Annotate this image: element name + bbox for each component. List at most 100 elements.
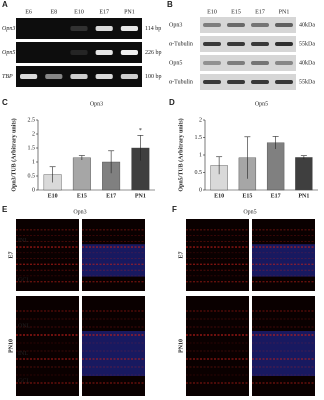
error-bar — [49, 166, 56, 183]
micrograph — [186, 296, 249, 396]
gel-band — [70, 50, 88, 55]
gel-size-label: 100 bp — [145, 74, 162, 80]
x-tick-label: E17 — [106, 193, 116, 199]
panel-letter: D — [169, 98, 175, 107]
row-label: PN10 — [178, 339, 184, 353]
row-label: PN10 — [8, 339, 14, 353]
gel-band — [95, 74, 113, 79]
blot-band — [203, 42, 221, 46]
panel-letter: A — [2, 0, 8, 9]
error-bar — [244, 136, 251, 179]
gel-size-label: 114 bp — [145, 26, 161, 32]
error-bar — [78, 155, 85, 161]
layer-label: ONL — [18, 323, 31, 329]
row-label: E7 — [8, 251, 14, 258]
blot-background — [200, 17, 296, 33]
nuclear-stain — [252, 331, 315, 376]
blot-row-label: α-Tubulin — [169, 41, 193, 47]
y-tick-label: 0 — [32, 187, 35, 193]
lane-label: E17 — [99, 9, 109, 15]
x-tick-label: E15 — [77, 193, 87, 199]
blot-background — [200, 74, 296, 90]
gel-background — [16, 18, 142, 39]
blot-band — [275, 42, 293, 46]
blot-band — [203, 61, 221, 65]
gel-band — [95, 50, 113, 55]
blot-band — [203, 80, 221, 84]
lane-label: PN1 — [124, 9, 135, 15]
significance-mark: * — [139, 128, 142, 134]
panel-letter: C — [2, 98, 8, 107]
blot-band — [251, 42, 269, 46]
lane-label: E10 — [74, 9, 84, 15]
y-tick-label: 2 — [199, 117, 202, 123]
blot-size-label: 55kDa — [299, 41, 315, 47]
error-bar — [216, 156, 223, 175]
gel-row-label: Opn3 — [2, 26, 15, 32]
gel-band — [70, 74, 88, 79]
blot-background — [200, 55, 296, 71]
blot-band — [251, 61, 269, 65]
blot-size-label: 40kDa — [299, 22, 315, 28]
x-tick-label: E10 — [214, 193, 224, 199]
panel-letter: E — [2, 205, 8, 214]
layer-label: INL — [18, 351, 28, 357]
blot-band — [227, 80, 245, 84]
blot-background — [200, 36, 296, 52]
bar — [295, 157, 313, 191]
blot-band — [275, 23, 293, 27]
row-label: E7 — [178, 251, 184, 258]
error-bar — [108, 150, 115, 174]
gel-band — [20, 74, 38, 79]
layer-label: INL — [18, 238, 28, 244]
panel-letter: B — [167, 0, 173, 9]
y-tick-label: 1.5 — [28, 145, 36, 151]
blot-band — [251, 23, 269, 27]
gel-background — [16, 42, 142, 63]
y-tick-label: 1.5 — [195, 135, 203, 141]
micrograph — [186, 219, 249, 291]
layer-label: GCL — [18, 378, 30, 384]
gel-band — [120, 50, 138, 55]
gel-band — [70, 26, 88, 31]
y-tick-label: 2.5 — [28, 117, 36, 123]
nuclear-stain — [82, 331, 145, 376]
y-tick-label: 1 — [199, 152, 202, 158]
error-bar — [137, 135, 144, 161]
chart-title: Opn5 — [255, 101, 268, 107]
x-tick-label: E10 — [48, 193, 58, 199]
gel-band — [120, 26, 138, 31]
lane-label: E15 — [231, 9, 241, 15]
layer-label: GCL — [18, 278, 30, 284]
blot-row-label: Opn3 — [169, 22, 182, 28]
blot-row-label: α-Tubulin — [169, 79, 193, 85]
gel-row-label: Opn5 — [2, 50, 15, 56]
nuclear-stain — [252, 244, 315, 277]
gel-row-label: TBP — [2, 74, 13, 80]
micrograph — [16, 296, 79, 396]
blot-band — [227, 23, 245, 27]
gel-band — [95, 26, 113, 31]
image-title: Opn3 — [73, 209, 86, 215]
y-tick-label: 2 — [32, 131, 35, 137]
gel-size-label: 226 bp — [145, 50, 162, 56]
x-tick-label: PN1 — [135, 193, 146, 199]
bar — [266, 142, 285, 191]
y-tick-label: 1 — [32, 159, 35, 165]
micrograph — [16, 219, 79, 291]
blot-size-label: 40kDa — [299, 60, 315, 66]
blot-band — [203, 23, 221, 27]
y-tick-label: 0.5 — [195, 170, 203, 176]
blot-band — [275, 61, 293, 65]
blot-band — [251, 80, 269, 84]
lane-label: E8 — [50, 9, 57, 15]
image-title: Opn5 — [243, 209, 256, 215]
lane-label: E17 — [255, 9, 265, 15]
blot-band — [227, 42, 245, 46]
bar — [72, 157, 91, 191]
gel-band — [120, 74, 138, 79]
gel-band — [45, 74, 63, 79]
blot-band — [227, 61, 245, 65]
y-tick-label: 0.5 — [28, 173, 36, 179]
